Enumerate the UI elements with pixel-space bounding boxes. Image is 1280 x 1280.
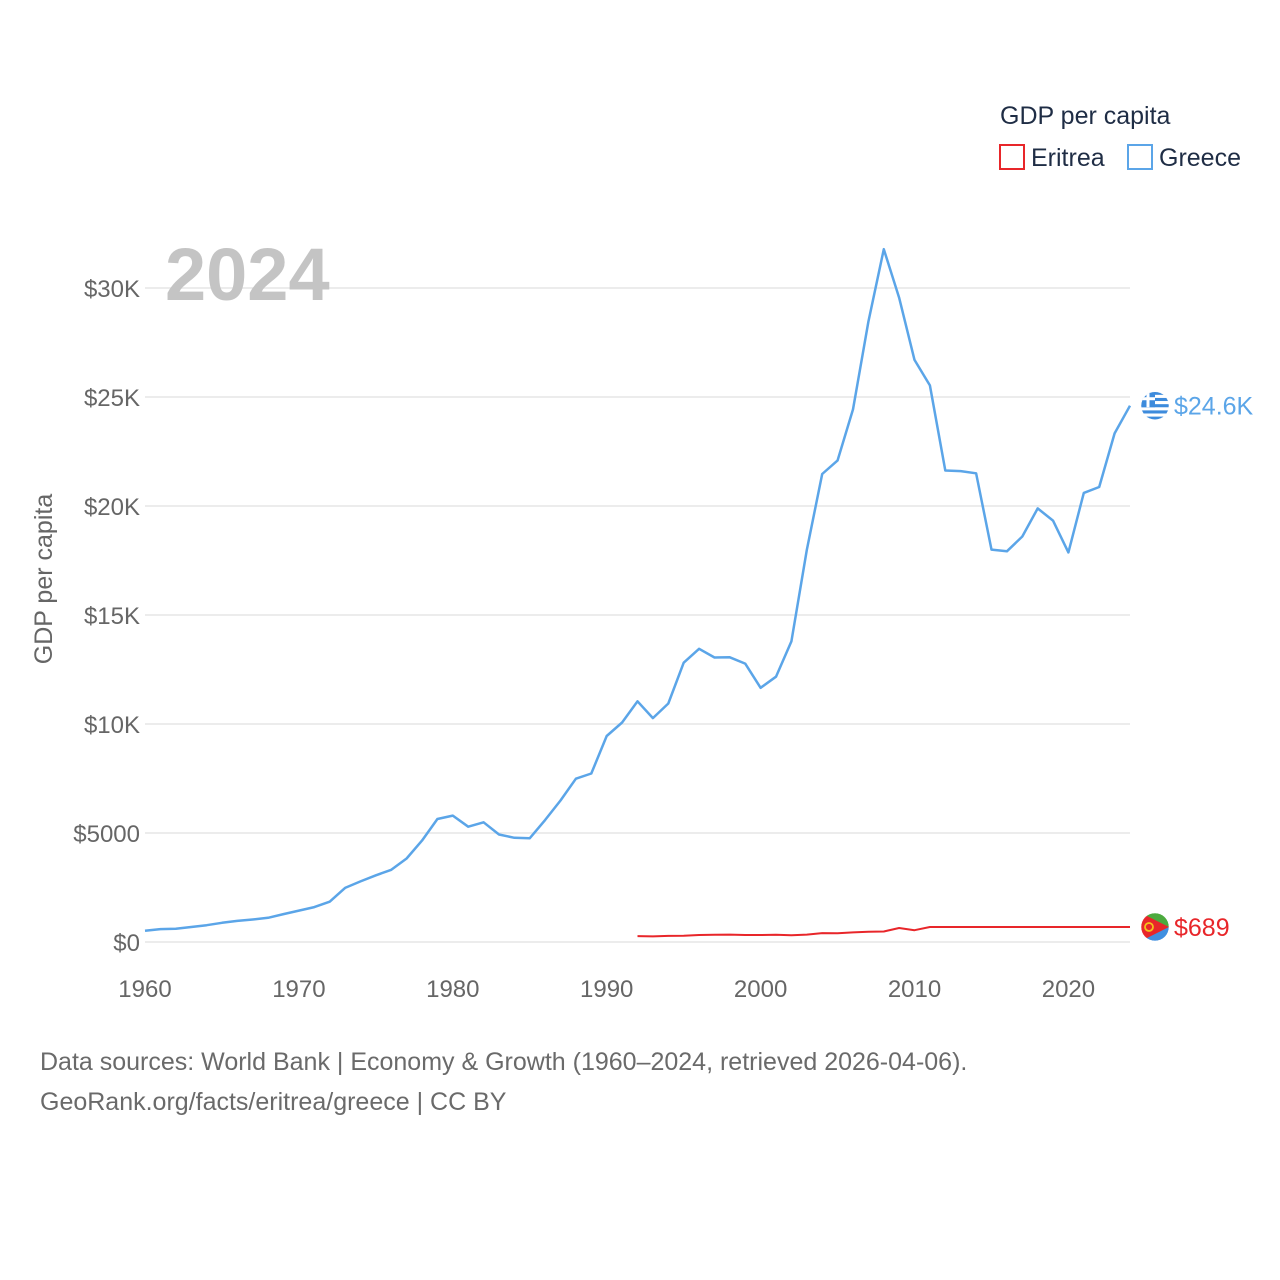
legend-label-eritrea: Eritrea [1031, 144, 1105, 172]
y-tick-label: $0 [113, 930, 140, 957]
series-end-labels: $689 $24.6K [1140, 391, 1254, 942]
y-tick-label: $5000 [73, 821, 140, 848]
x-tick-label: 1960 [118, 976, 171, 1003]
y-tick-label: $15K [84, 603, 140, 630]
y-axis-ticks: $0 $5000 $10K $15K $20K $25K $30K [73, 276, 140, 957]
grid-lines [145, 287, 1130, 943]
footer: Data sources: World Bank | Economy & Gro… [40, 1042, 967, 1122]
greece-flag-icon [1140, 391, 1170, 420]
legend-title: GDP per capita [1000, 102, 1171, 130]
series-line-eritrea [637, 926, 1130, 938]
legend-swatch-greece [1127, 144, 1153, 170]
year-watermark: 2024 [165, 233, 330, 316]
x-tick-label: 2020 [1042, 976, 1095, 1003]
end-label-greece: $24.6K [1174, 393, 1254, 421]
x-tick-label: 1980 [426, 976, 479, 1003]
y-tick-label: $20K [84, 494, 140, 521]
series-lines [144, 247, 1132, 938]
x-axis-ticks: 1960 1970 1980 1990 2000 2010 2020 [118, 976, 1095, 1003]
legend: GDP per capita Eritrea Greece [999, 102, 1241, 172]
legend-label-greece: Greece [1159, 144, 1241, 172]
x-tick-label: 1970 [272, 976, 325, 1003]
legend-item-eritrea[interactable]: Eritrea [999, 144, 1105, 172]
x-tick-label: 2010 [888, 976, 941, 1003]
legend-item-greece[interactable]: Greece [1127, 144, 1241, 172]
y-axis-label: GDP per capita [30, 494, 58, 665]
series-line-greece [144, 247, 1132, 932]
y-tick-label: $30K [84, 276, 140, 303]
footer-link[interactable]: GeoRank.org/facts/eritrea/greece | CC BY [40, 1088, 507, 1116]
eritrea-flag-icon [1140, 912, 1170, 942]
y-tick-label: $25K [84, 385, 140, 412]
legend-swatch-eritrea [999, 144, 1025, 170]
x-tick-label: 2000 [734, 976, 787, 1003]
end-label-eritrea: $689 [1174, 914, 1230, 942]
y-tick-label: $10K [84, 712, 140, 739]
x-tick-label: 1990 [580, 976, 633, 1003]
footer-sources: Data sources: World Bank | Economy & Gro… [40, 1048, 968, 1076]
